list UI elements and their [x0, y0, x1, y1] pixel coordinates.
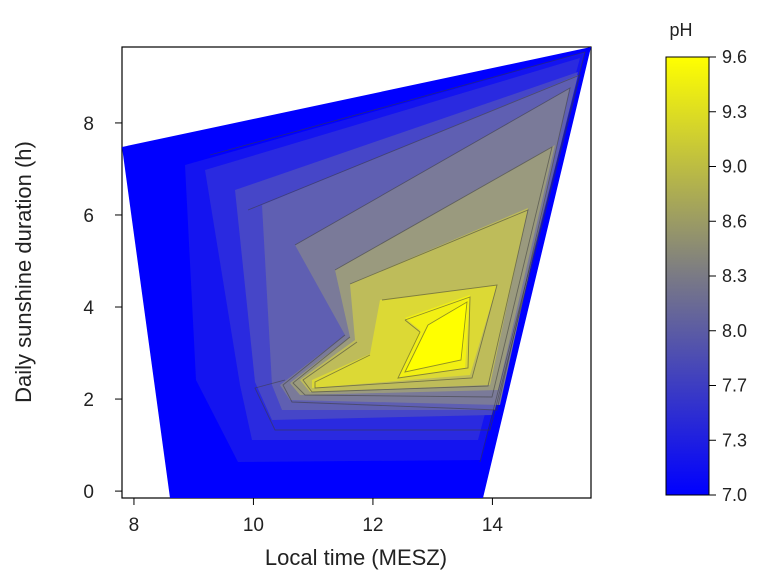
- colorbar-tick-label: 9.6: [722, 47, 747, 67]
- colorbar-tick-label: 8.6: [722, 211, 747, 231]
- contour-lines: [209, 51, 586, 463]
- contour-field: [122, 47, 591, 498]
- x-axis-title: Local time (MESZ): [265, 545, 447, 570]
- y-tick-label: 4: [83, 298, 94, 319]
- colorbar-tick-label: 8.0: [722, 321, 747, 341]
- y-tick-label: 6: [83, 206, 94, 227]
- x-tick-label: 10: [243, 515, 264, 536]
- contour-peak: [405, 300, 468, 372]
- colorbar-tick-label: 7.3: [722, 430, 747, 450]
- colorbar-tick-label: 9.0: [722, 157, 747, 177]
- y-tick-label: 8: [83, 114, 94, 135]
- colorbar: [665, 56, 710, 496]
- x-tick-label: 14: [482, 515, 504, 536]
- x-tick-label: 12: [362, 515, 383, 536]
- x-tick-label: 8: [129, 515, 140, 536]
- colorbar-tick-label: 8.3: [722, 266, 747, 286]
- y-axis: 0 2 4 6 8: [83, 114, 122, 503]
- colorbar-ticks: 9.6 9.3 9.0 8.6 8.3 8.0 7.7 7.3 7.0: [709, 47, 747, 505]
- colorbar-tick-label: 7.7: [722, 376, 747, 396]
- colorbar-tick-label: 9.3: [722, 102, 747, 122]
- x-axis: 8 10 12 14: [129, 498, 504, 536]
- y-axis-title: Daily sunshine duration (h): [11, 141, 36, 403]
- y-tick-label: 2: [83, 390, 94, 411]
- y-tick-label: 0: [83, 482, 94, 503]
- colorbar-tick-label: 7.0: [722, 485, 747, 505]
- colorbar-title: pH: [669, 20, 692, 40]
